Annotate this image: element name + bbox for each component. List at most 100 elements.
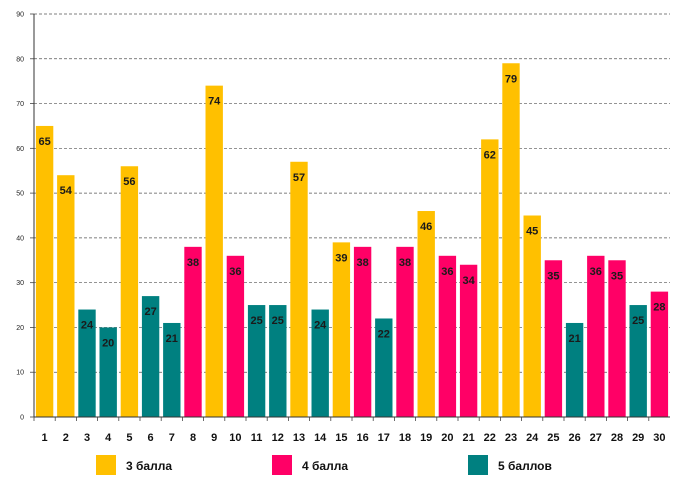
- x-tick-label: 6: [148, 432, 154, 444]
- x-tick-label: 9: [211, 432, 217, 444]
- legend-swatch: [468, 455, 488, 475]
- x-tick-label: 23: [505, 432, 517, 444]
- legend-swatch: [272, 455, 292, 475]
- legend-label: 4 балла: [302, 459, 348, 473]
- bar: [332, 242, 351, 417]
- y-tick-label: 20: [16, 325, 24, 332]
- y-axis-ticks: 0 10 20 30 40 50 60 70 80 90: [16, 12, 34, 422]
- bar: [417, 211, 435, 417]
- data-label: 74: [208, 96, 221, 108]
- data-label: 21: [568, 333, 580, 345]
- bar: [120, 166, 139, 417]
- x-tick-label: 21: [462, 432, 474, 444]
- data-label: 28: [653, 302, 665, 314]
- bar: [184, 246, 202, 417]
- data-label: 21: [166, 333, 178, 345]
- x-tick-label: 1: [42, 432, 48, 444]
- legend-label: 5 баллов: [498, 459, 552, 473]
- x-tick-label: 12: [272, 432, 284, 444]
- x-axis-ticks: 1 2 3 4 5 6 7 8 9 10 11 12 13 14 15 16 17 18 19 20 21 22 23 24 2…: [33, 417, 666, 444]
- bar: [311, 309, 329, 417]
- y-tick-label: 50: [16, 191, 24, 198]
- y-tick-label: 30: [16, 280, 24, 287]
- bar: [544, 260, 563, 417]
- x-tick-label: 5: [126, 432, 132, 444]
- x-tick-label: 13: [293, 432, 305, 444]
- data-label: 39: [335, 252, 347, 264]
- bar: [269, 305, 287, 417]
- data-label: 46: [420, 221, 432, 233]
- bar: [353, 246, 372, 417]
- data-label: 36: [441, 266, 453, 278]
- bar: [396, 246, 414, 417]
- data-label: 38: [356, 257, 368, 269]
- bar: [650, 291, 669, 417]
- x-tick-label: 4: [105, 432, 112, 444]
- data-label: 27: [144, 306, 156, 318]
- legend: 3 балла 4 балла 5 баллов: [96, 455, 552, 475]
- data-label: 56: [123, 176, 135, 188]
- x-tick-label: 8: [190, 432, 196, 444]
- x-tick-label: 15: [335, 432, 347, 444]
- bar: [608, 260, 626, 417]
- data-label: 34: [462, 275, 475, 287]
- data-labels: 65 54 24 20 56 27 21 38 74 36 25 25 57 24 39 38 22 38 46 36…: [38, 73, 665, 349]
- x-tick-label: 26: [568, 432, 580, 444]
- data-label: 57: [293, 172, 305, 184]
- data-label: 38: [187, 257, 199, 269]
- bar: [629, 305, 647, 417]
- data-label: 20: [102, 337, 114, 349]
- data-label: 45: [526, 226, 538, 238]
- x-tick-label: 29: [632, 432, 644, 444]
- legend-swatch: [96, 455, 116, 475]
- bar: [57, 175, 75, 417]
- data-label: 79: [505, 73, 517, 85]
- x-tick-label: 27: [590, 432, 602, 444]
- data-label: 38: [399, 257, 411, 269]
- data-label: 54: [60, 185, 73, 197]
- bar: [290, 161, 308, 417]
- x-tick-label: 28: [611, 432, 623, 444]
- data-label: 25: [632, 315, 644, 327]
- x-tick-label: 11: [251, 432, 263, 444]
- data-label: 35: [611, 270, 623, 282]
- y-tick-label: 10: [16, 370, 24, 377]
- bar: [438, 255, 457, 417]
- x-tick-label: 7: [169, 432, 175, 444]
- bar: [205, 85, 223, 418]
- x-tick-label: 24: [526, 432, 539, 444]
- bar: [587, 255, 605, 417]
- bar: [99, 327, 117, 417]
- data-label: 36: [590, 266, 602, 278]
- x-tick-label: 14: [314, 432, 327, 444]
- data-label: 25: [250, 315, 262, 327]
- data-label: 25: [272, 315, 284, 327]
- data-label: 24: [314, 320, 327, 332]
- bar: [523, 215, 541, 417]
- x-tick-label: 17: [378, 432, 390, 444]
- bar: [565, 322, 584, 417]
- x-tick-label: 19: [420, 432, 432, 444]
- x-tick-label: 20: [441, 432, 453, 444]
- bar: [141, 296, 160, 417]
- x-tick-label: 10: [229, 432, 241, 444]
- data-label: 35: [547, 270, 559, 282]
- x-tick-label: 25: [547, 432, 559, 444]
- y-tick-label: 60: [16, 146, 24, 153]
- y-tick-label: 80: [16, 56, 24, 63]
- y-tick-label: 70: [16, 101, 24, 108]
- bar: [78, 309, 96, 417]
- data-label: 62: [484, 149, 496, 161]
- data-label: 36: [229, 266, 241, 278]
- gridlines: [34, 13, 670, 373]
- x-tick-label: 18: [399, 432, 411, 444]
- bar: [375, 318, 393, 417]
- bar: [226, 255, 245, 417]
- x-tick-label: 3: [84, 432, 90, 444]
- data-label: 65: [38, 136, 50, 148]
- x-tick-label: 16: [356, 432, 368, 444]
- bar: [459, 264, 478, 417]
- bars: [35, 63, 669, 418]
